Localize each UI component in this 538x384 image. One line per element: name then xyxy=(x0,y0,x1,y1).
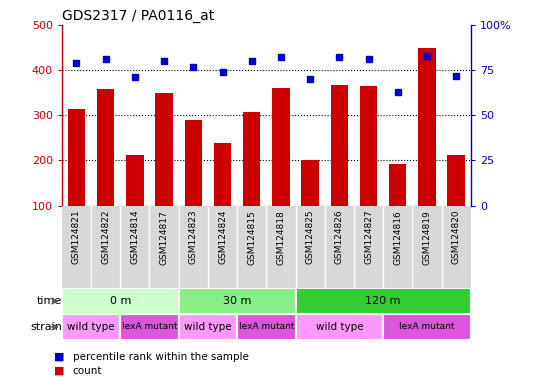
Text: GSM124823: GSM124823 xyxy=(189,210,198,264)
Bar xyxy=(243,112,260,205)
Bar xyxy=(272,88,289,205)
Text: GSM124819: GSM124819 xyxy=(422,210,431,265)
Text: strain: strain xyxy=(30,322,62,332)
Text: lexA mutant: lexA mutant xyxy=(399,323,455,331)
Point xyxy=(335,55,344,61)
Bar xyxy=(155,93,173,205)
Text: GSM124822: GSM124822 xyxy=(101,210,110,264)
Text: ■: ■ xyxy=(54,352,65,362)
Bar xyxy=(448,155,465,205)
Text: GSM124825: GSM124825 xyxy=(306,210,315,264)
Text: GSM124817: GSM124817 xyxy=(160,210,168,265)
Text: 0 m: 0 m xyxy=(110,296,131,306)
Text: wild type: wild type xyxy=(184,322,232,332)
Text: GSM124815: GSM124815 xyxy=(247,210,256,265)
Bar xyxy=(295,314,383,340)
Text: GSM124826: GSM124826 xyxy=(335,210,344,264)
Text: GSM124827: GSM124827 xyxy=(364,210,373,264)
Bar xyxy=(301,161,319,205)
Bar xyxy=(389,164,407,205)
Point xyxy=(189,63,197,70)
Text: GDS2317 / PA0116_at: GDS2317 / PA0116_at xyxy=(62,8,214,23)
Point xyxy=(393,89,402,95)
Bar xyxy=(330,84,348,205)
Point xyxy=(364,56,373,62)
Point xyxy=(306,76,314,82)
Text: wild type: wild type xyxy=(67,322,115,332)
Bar xyxy=(295,288,471,314)
Bar xyxy=(214,143,231,205)
Text: 120 m: 120 m xyxy=(365,296,401,306)
Text: GSM124824: GSM124824 xyxy=(218,210,227,264)
Bar xyxy=(68,109,85,205)
Text: GSM124816: GSM124816 xyxy=(393,210,402,265)
Point xyxy=(72,60,81,66)
Bar xyxy=(418,48,436,205)
Bar xyxy=(185,120,202,205)
Text: lexA mutant: lexA mutant xyxy=(238,323,294,331)
Point xyxy=(277,55,285,61)
Text: GSM124818: GSM124818 xyxy=(277,210,286,265)
Point xyxy=(160,58,168,64)
Text: wild type: wild type xyxy=(315,322,363,332)
Point xyxy=(218,69,227,75)
Text: time: time xyxy=(37,296,62,306)
Text: GSM124821: GSM124821 xyxy=(72,210,81,264)
Text: ■: ■ xyxy=(54,366,65,376)
Text: 30 m: 30 m xyxy=(223,296,251,306)
Bar xyxy=(360,86,377,205)
Point xyxy=(452,73,461,79)
Text: percentile rank within the sample: percentile rank within the sample xyxy=(73,352,249,362)
Bar xyxy=(383,314,471,340)
Bar xyxy=(97,89,115,205)
Text: count: count xyxy=(73,366,102,376)
Bar xyxy=(179,288,295,314)
Bar xyxy=(62,288,179,314)
Bar xyxy=(179,314,237,340)
Point xyxy=(247,58,256,64)
Text: GSM124820: GSM124820 xyxy=(451,210,461,264)
Bar xyxy=(126,155,144,205)
Point xyxy=(131,74,139,80)
Text: GSM124814: GSM124814 xyxy=(130,210,139,264)
Point xyxy=(423,53,431,59)
Bar xyxy=(62,314,121,340)
Bar xyxy=(237,314,295,340)
Text: lexA mutant: lexA mutant xyxy=(122,323,177,331)
Bar xyxy=(121,314,179,340)
Point xyxy=(101,56,110,62)
